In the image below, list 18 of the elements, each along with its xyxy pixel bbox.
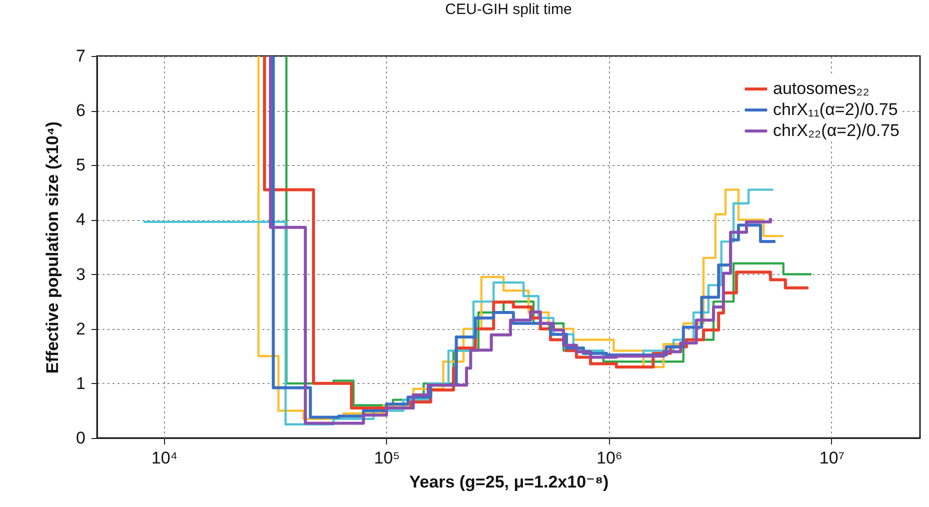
y-tick-label: 1 xyxy=(76,374,86,393)
y-tick-label: 5 xyxy=(76,156,86,175)
x-tick-label: 10⁵ xyxy=(374,448,400,468)
legend-label: chrX₂₂(α=2)/0.75 xyxy=(773,121,900,140)
y-tick-label: 6 xyxy=(76,101,86,120)
y-tick-label: 7 xyxy=(76,46,86,66)
legend-label: autosomes₂₂ xyxy=(773,79,870,98)
legend-label: chrX₁₁(α=2)/0.75 xyxy=(773,100,898,119)
y-tick-label: 0 xyxy=(76,428,86,448)
y-axis-title: Effective population size (x10⁴) xyxy=(43,121,62,374)
x-tick-label: 10⁴ xyxy=(151,448,178,468)
y-tick-label: 2 xyxy=(76,319,86,338)
x-axis-title: Years (g=25, μ=1.2x10⁻⁸) xyxy=(409,472,609,492)
x-tick-label: 10⁷ xyxy=(819,448,844,468)
chart-title: CEU-GIH split time xyxy=(445,1,572,18)
x-tick-label: 10⁶ xyxy=(596,448,622,468)
y-tick-label: 4 xyxy=(76,210,86,230)
y-tick-label: 3 xyxy=(76,264,86,284)
